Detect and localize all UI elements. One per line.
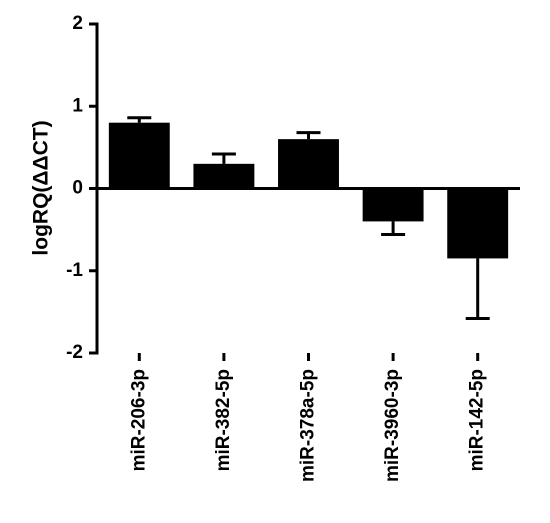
y-tick-label: -2 bbox=[66, 342, 83, 363]
y-tick-label: -1 bbox=[66, 260, 83, 281]
bar bbox=[362, 188, 424, 222]
x-tick-label: miR-206-3p bbox=[128, 369, 149, 471]
error-bar bbox=[381, 221, 406, 237]
bar bbox=[108, 122, 170, 189]
x-tick-label: miR-142-5p bbox=[467, 369, 488, 471]
y-tick-label: 1 bbox=[72, 95, 83, 116]
bar bbox=[278, 139, 339, 189]
error-bar bbox=[296, 131, 321, 140]
x-tick-label: miR-378a-5p bbox=[298, 369, 319, 482]
x-tick-label: miR-382-5p bbox=[213, 369, 234, 471]
x-tick-label: miR-3960-3p bbox=[382, 369, 403, 482]
y-tick-label: 2 bbox=[72, 13, 83, 34]
y-tick-label: 0 bbox=[72, 178, 83, 199]
error-bar bbox=[465, 258, 490, 320]
bar bbox=[193, 163, 255, 189]
y-axis-label: logRQ(ΔΔCT) bbox=[30, 120, 53, 255]
bar bbox=[447, 188, 509, 259]
error-bar bbox=[127, 116, 152, 123]
error-bar bbox=[211, 152, 236, 164]
